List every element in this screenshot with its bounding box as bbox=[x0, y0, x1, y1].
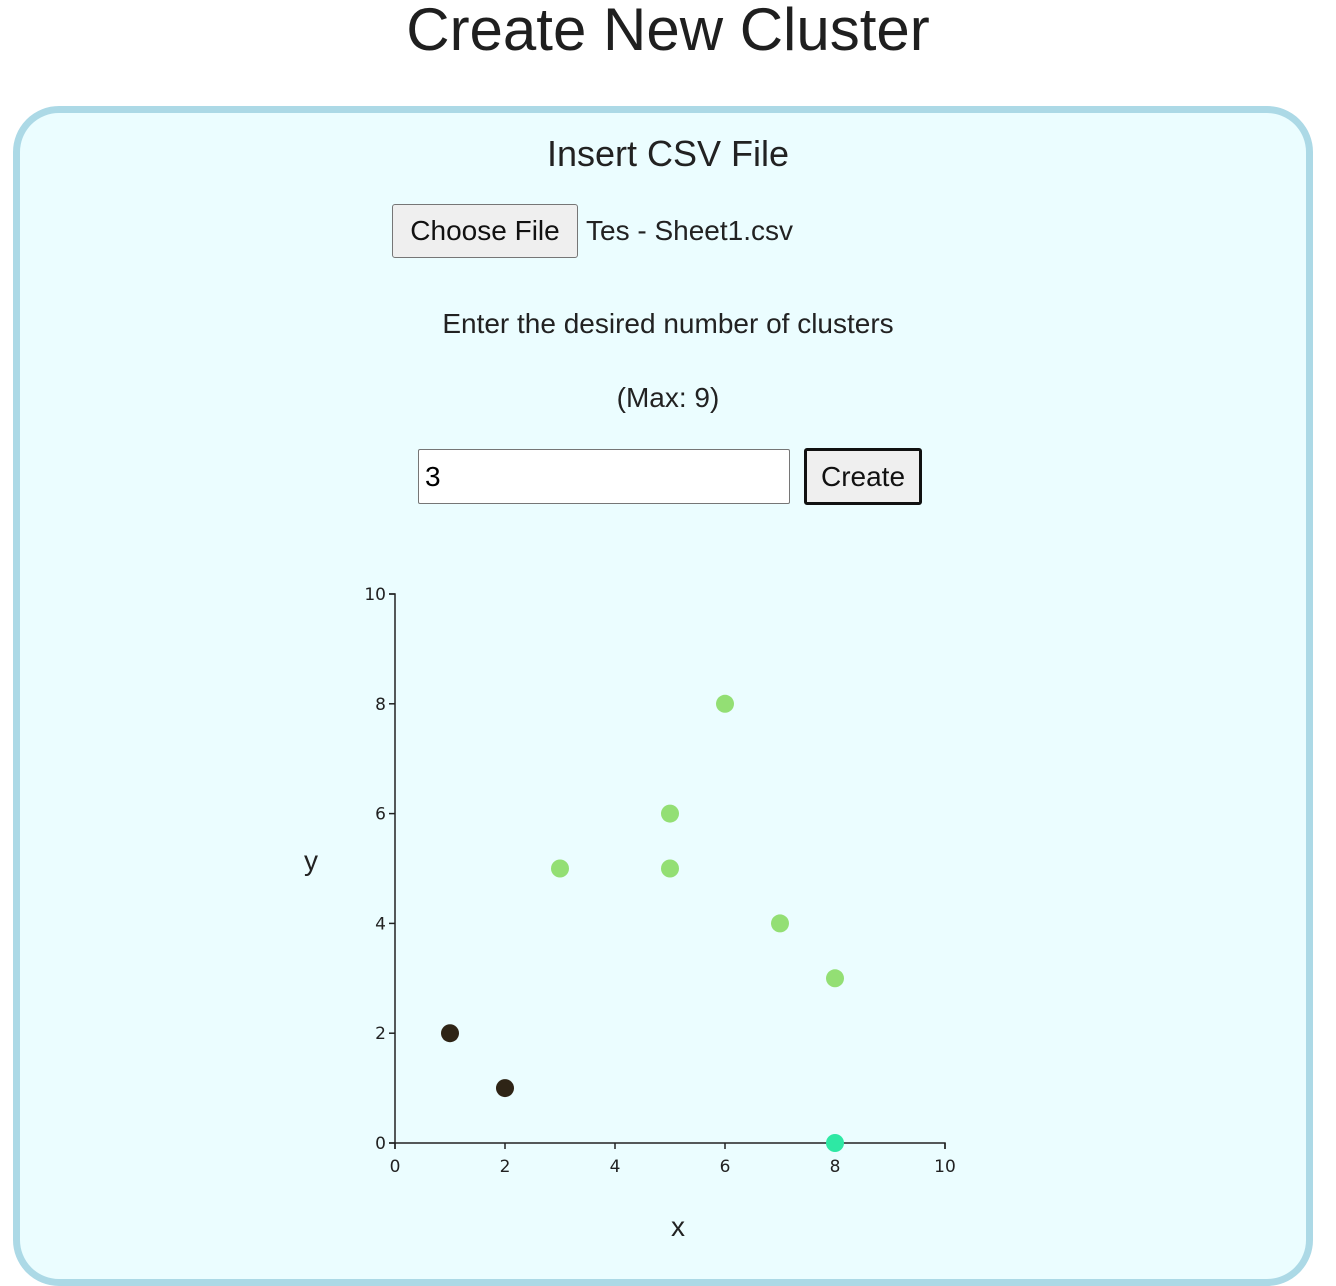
page-title: Create New Cluster bbox=[406, 0, 930, 63]
cluster-count-prompt: Enter the desired number of clusters bbox=[442, 308, 894, 339]
cluster-count-input[interactable] bbox=[418, 449, 790, 504]
section-title: Insert CSV File bbox=[546, 133, 790, 174]
choose-file-button[interactable]: Choose File bbox=[392, 204, 578, 258]
data-point[interactable] bbox=[826, 969, 844, 988]
data-point[interactable] bbox=[441, 1024, 459, 1043]
cluster-max-note: (Max: 9) bbox=[616, 382, 720, 413]
data-point[interactable] bbox=[826, 1134, 844, 1152]
data-point[interactable] bbox=[551, 859, 569, 878]
data-point[interactable] bbox=[661, 859, 679, 878]
selected-file-name: Tes - Sheet1.csv bbox=[586, 215, 793, 246]
create-button[interactable]: Create bbox=[804, 448, 922, 505]
data-point[interactable] bbox=[496, 1079, 514, 1098]
data-points bbox=[441, 694, 844, 1152]
data-point[interactable] bbox=[771, 914, 789, 933]
data-point[interactable] bbox=[716, 694, 734, 713]
data-point[interactable] bbox=[661, 804, 679, 823]
cluster-form-panel bbox=[13, 106, 1313, 1286]
file-upload-row: Choose File Tes - Sheet1.csv bbox=[392, 204, 793, 258]
